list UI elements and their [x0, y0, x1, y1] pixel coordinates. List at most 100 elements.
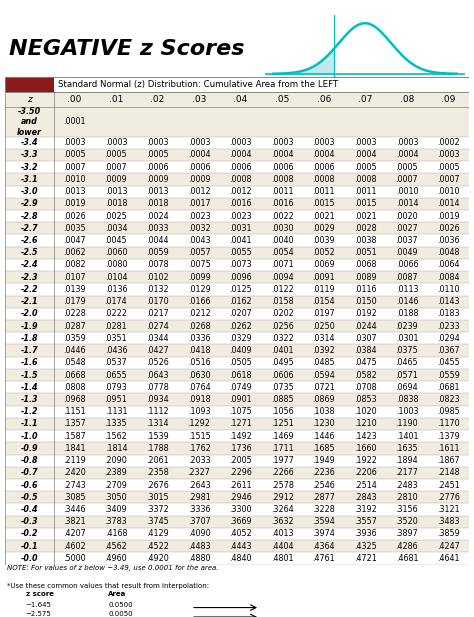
Text: .0322: .0322: [271, 334, 293, 343]
Text: .0409: .0409: [229, 346, 252, 355]
Text: .0918: .0918: [188, 395, 210, 404]
Text: .2946: .2946: [229, 493, 252, 502]
Text: .3085: .3085: [63, 493, 86, 502]
Text: .0013: .0013: [105, 187, 127, 196]
Text: .4207: .4207: [63, 529, 86, 539]
Text: .0024: .0024: [146, 212, 169, 220]
Text: .0022: .0022: [271, 212, 293, 220]
Text: .0094: .0094: [271, 273, 293, 282]
Text: .3300: .3300: [229, 505, 252, 514]
Text: -2.3: -2.3: [20, 273, 38, 282]
Text: .0005: .0005: [63, 151, 86, 159]
Text: .0057: .0057: [188, 248, 210, 257]
Text: .0040: .0040: [271, 236, 293, 245]
Text: .0054: .0054: [271, 248, 293, 257]
Text: .2676: .2676: [146, 481, 169, 489]
Text: -3.4: -3.4: [20, 138, 38, 147]
Text: .2358: .2358: [146, 468, 169, 478]
Text: .0005: .0005: [396, 163, 418, 172]
Text: .0401: .0401: [271, 346, 293, 355]
Text: .2033: .2033: [188, 456, 210, 465]
Text: .0007: .0007: [63, 163, 86, 172]
Text: .0005: .0005: [354, 163, 377, 172]
Text: .0011: .0011: [271, 187, 293, 196]
Text: .0028: .0028: [354, 224, 377, 233]
Text: .0084: .0084: [437, 273, 460, 282]
Text: .0708: .0708: [354, 383, 377, 392]
Bar: [5, 369, 469, 381]
Text: .1660: .1660: [354, 444, 376, 453]
Text: .0060: .0060: [105, 248, 127, 257]
Text: .0158: .0158: [271, 297, 293, 306]
Text: .0011: .0011: [312, 187, 335, 196]
Bar: [5, 77, 54, 92]
Text: .0901: .0901: [229, 395, 252, 404]
Bar: [5, 186, 469, 197]
Text: .0307: .0307: [354, 334, 377, 343]
Text: 0: 0: [365, 83, 370, 92]
Text: .1251: .1251: [271, 420, 293, 428]
Text: .3409: .3409: [105, 505, 127, 514]
Text: .0004: .0004: [271, 151, 293, 159]
Text: .0559: .0559: [437, 371, 460, 379]
Text: .0010: .0010: [437, 187, 460, 196]
Text: .1469: .1469: [271, 432, 293, 441]
Text: .1190: .1190: [396, 420, 418, 428]
Text: -1.0: -1.0: [20, 432, 38, 441]
Text: .2090: .2090: [104, 456, 127, 465]
Text: -2.0: -2.0: [20, 309, 38, 318]
Text: .1446: .1446: [312, 432, 335, 441]
Text: .0110: .0110: [437, 285, 460, 294]
Text: .2776: .2776: [437, 493, 460, 502]
Text: -0.7: -0.7: [20, 468, 38, 478]
Text: .0351: .0351: [105, 334, 127, 343]
Bar: [5, 149, 469, 161]
Text: .3859: .3859: [437, 529, 460, 539]
Text: .4681: .4681: [396, 554, 418, 563]
Text: .0281: .0281: [105, 321, 127, 331]
Text: -3.0: -3.0: [20, 187, 38, 196]
Text: .1131: .1131: [105, 407, 127, 416]
Text: .0188: .0188: [396, 309, 418, 318]
Text: .0262: .0262: [229, 321, 252, 331]
Text: .0869: .0869: [312, 395, 335, 404]
Text: .0026: .0026: [63, 212, 86, 220]
Text: .0087: .0087: [396, 273, 418, 282]
Text: -3.2: -3.2: [20, 163, 38, 172]
Text: .2843: .2843: [354, 493, 377, 502]
Text: .0003: .0003: [188, 138, 210, 147]
Text: .0207: .0207: [229, 309, 252, 318]
Text: .0122: .0122: [271, 285, 293, 294]
Text: -2.1: -2.1: [20, 297, 38, 306]
Text: .4960: .4960: [105, 554, 127, 563]
Text: .3446: .3446: [63, 505, 85, 514]
Text: .0197: .0197: [312, 309, 335, 318]
Text: .2514: .2514: [354, 481, 377, 489]
Text: -3.50
and
lower: -3.50 and lower: [17, 107, 42, 137]
Text: .0344: .0344: [146, 334, 169, 343]
Text: .2296: .2296: [229, 468, 252, 478]
Text: .0075: .0075: [188, 260, 210, 270]
Text: .4602: .4602: [63, 542, 86, 551]
Text: .0655: .0655: [104, 371, 127, 379]
Text: .0735: .0735: [271, 383, 293, 392]
Text: .0001: .0001: [63, 117, 85, 126]
Bar: [5, 308, 469, 320]
Text: .0013: .0013: [63, 187, 85, 196]
Text: .1170: .1170: [437, 420, 460, 428]
Bar: [5, 271, 469, 283]
Text: .0384: .0384: [354, 346, 376, 355]
Text: -1.9: -1.9: [20, 321, 38, 331]
Text: .1867: .1867: [437, 456, 460, 465]
Text: .0005: .0005: [437, 163, 460, 172]
Text: .0764: .0764: [188, 383, 210, 392]
Text: .0228: .0228: [63, 309, 86, 318]
Text: .0367: .0367: [437, 346, 460, 355]
Text: .0006: .0006: [229, 163, 252, 172]
Text: .1711: .1711: [271, 444, 293, 453]
Text: .3974: .3974: [312, 529, 335, 539]
Text: .0026: .0026: [437, 224, 460, 233]
Text: .1762: .1762: [188, 444, 210, 453]
Text: .0170: .0170: [146, 297, 169, 306]
Text: .1093: .1093: [188, 407, 210, 416]
